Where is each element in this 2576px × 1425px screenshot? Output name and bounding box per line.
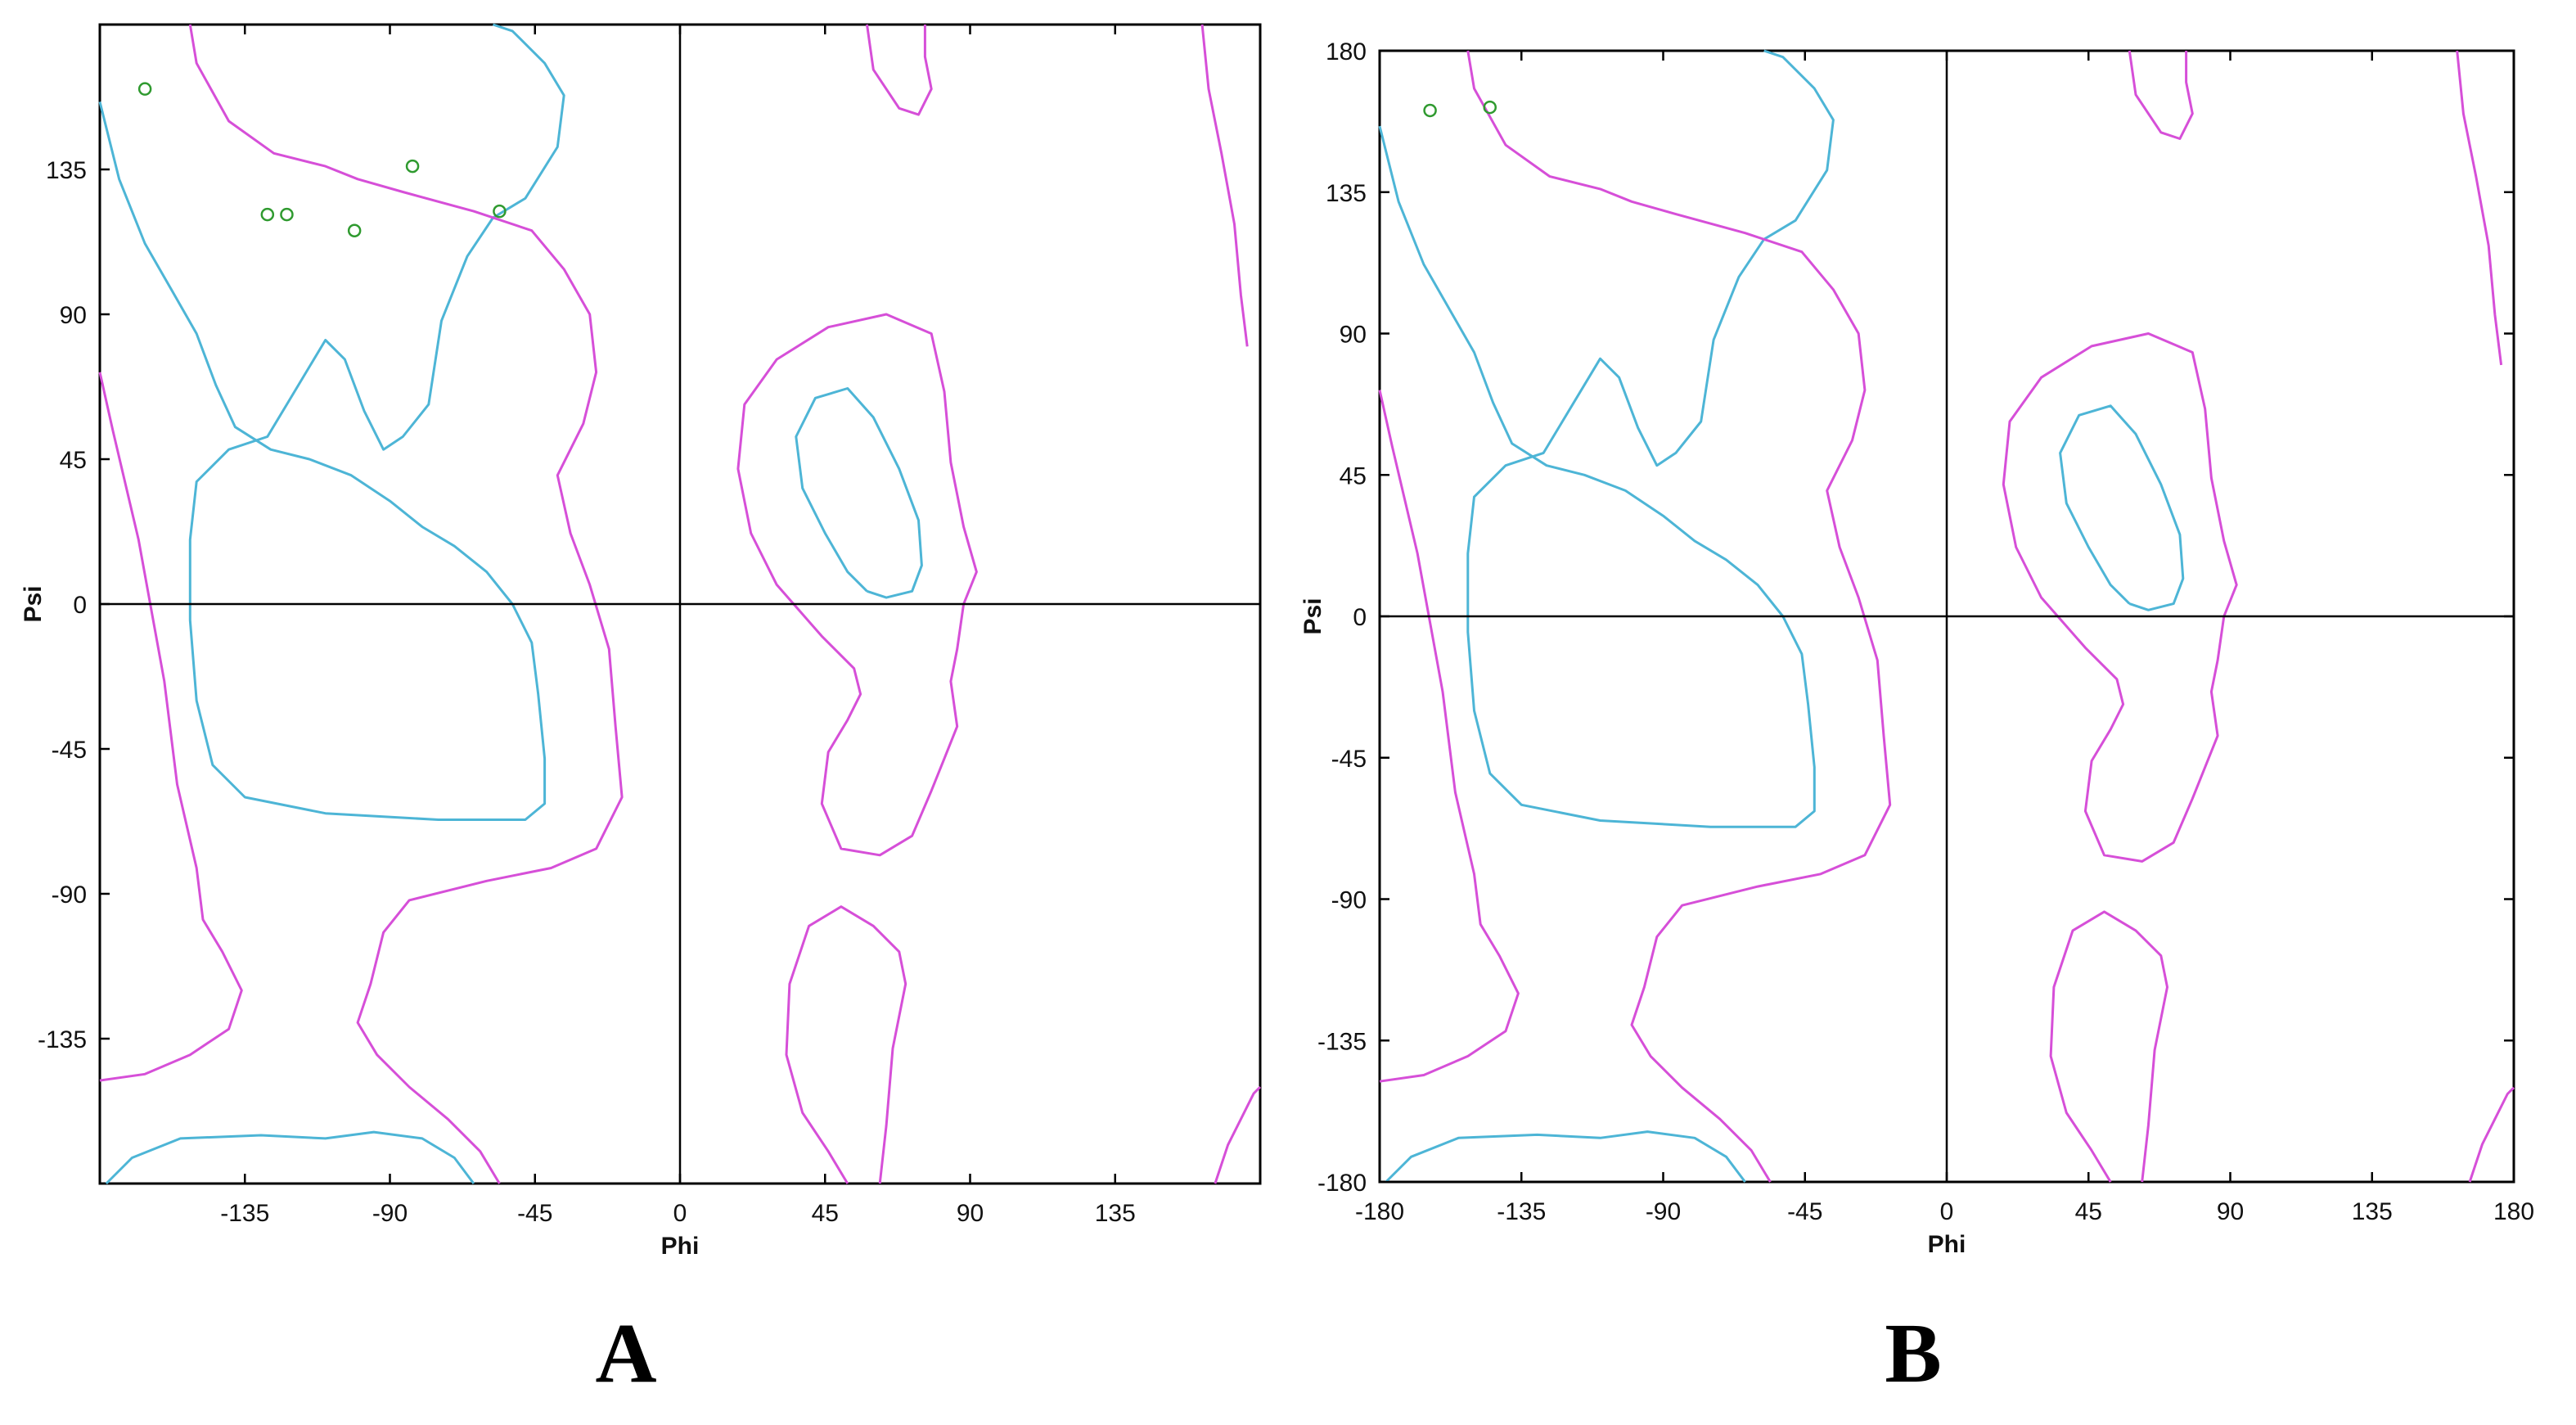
residue-point-a-2 bbox=[280, 207, 294, 222]
zero-axes-a bbox=[100, 25, 1260, 1184]
allowed-region-contour-b-4 bbox=[2128, 50, 2194, 140]
zero-axes-b bbox=[1380, 51, 2514, 1182]
core-region-contour-b-0 bbox=[1378, 49, 1835, 828]
x-tick-label-a-1: -90 bbox=[372, 1200, 408, 1227]
residue-point-a-3 bbox=[347, 223, 362, 237]
y-tick-label-b-2: 90 bbox=[1340, 322, 1367, 349]
allowed-region-contour-b-2 bbox=[2002, 332, 2238, 863]
allowed-region-contour-b-5 bbox=[2456, 50, 2503, 366]
y-tick-label-b-0: 180 bbox=[1326, 38, 1367, 65]
y-tick-label-a-2: 45 bbox=[60, 447, 87, 474]
y-axis-label-b: Psi bbox=[1299, 598, 1326, 634]
y-axis-label-a: Psi bbox=[20, 585, 47, 622]
allowed-region-contour-b-1 bbox=[1378, 390, 1520, 1083]
x-tick-label-b-8: 180 bbox=[2493, 1198, 2534, 1225]
residue-points-b bbox=[1423, 100, 1497, 118]
y-tick-label-a-1: 90 bbox=[60, 302, 87, 329]
allowed-region-contour-a-0 bbox=[188, 24, 624, 1184]
allowed-region-contour-b-6 bbox=[2468, 1086, 2515, 1183]
allowed-region-contour-a-6 bbox=[1214, 1085, 1262, 1184]
residue-point-a-1 bbox=[260, 207, 275, 222]
allowed-region-contour-b-0 bbox=[1466, 50, 1892, 1183]
panel-letter-a: A bbox=[595, 1306, 656, 1400]
ticks-a: -135 -90 -45 0 45 90 135 135 90 45 0 -45 -90 -135 bbox=[38, 25, 1136, 1227]
core-region-contour-b-1 bbox=[2059, 404, 2185, 611]
allowed-region-contour-a-2 bbox=[736, 313, 978, 857]
panel-letter-b: B bbox=[1885, 1306, 1941, 1400]
x-tick-label-a-2: -45 bbox=[517, 1200, 552, 1227]
x-axis-label-a: Phi bbox=[661, 1233, 700, 1260]
residue-points-a bbox=[137, 82, 507, 237]
x-tick-label-a-5: 90 bbox=[957, 1200, 984, 1227]
region-contours-b bbox=[1378, 49, 2515, 1184]
y-tick-label-a-6: -135 bbox=[38, 1026, 87, 1053]
y-tick-label-b-6: -90 bbox=[1331, 887, 1367, 914]
y-tick-label-a-3: 0 bbox=[73, 592, 87, 619]
y-tick-label-b-1: 135 bbox=[1326, 180, 1367, 207]
residue-point-a-5 bbox=[493, 204, 507, 219]
plot-panel-a: -135 -90 -45 0 45 90 135 135 90 45 0 -45 -90 -135 Phi… bbox=[20, 23, 1262, 1260]
y-tick-label-a-0: 135 bbox=[46, 157, 87, 184]
residue-point-a-0 bbox=[137, 82, 152, 96]
x-tick-label-a-6: 135 bbox=[1095, 1200, 1136, 1227]
core-region-contour-a-0 bbox=[98, 23, 565, 821]
y-tick-label-b-8: -180 bbox=[1317, 1170, 1367, 1197]
residue-point-b-1 bbox=[1483, 100, 1497, 115]
x-tick-label-b-2: -90 bbox=[1646, 1198, 1681, 1225]
core-region-contour-a-2 bbox=[105, 1130, 475, 1185]
x-tick-label-b-5: 45 bbox=[2075, 1198, 2102, 1225]
core-region-contour-a-1 bbox=[795, 387, 923, 599]
x-tick-label-a-4: 45 bbox=[812, 1200, 839, 1227]
x-tick-label-b-4: 0 bbox=[1940, 1198, 1954, 1225]
core-region-contour-b-2 bbox=[1385, 1130, 1746, 1184]
allowed-region-contour-a-3 bbox=[785, 905, 907, 1184]
y-tick-label-a-4: -45 bbox=[52, 737, 87, 764]
y-tick-label-b-4: 0 bbox=[1353, 604, 1367, 631]
x-tick-label-a-3: 0 bbox=[673, 1200, 687, 1227]
plot-panel-b: -180 -135 -90 -45 0 45 90 135 180 180 135 90 45 0 -45 -… bbox=[1299, 38, 2534, 1258]
y-tick-label-a-5: -90 bbox=[52, 882, 87, 909]
x-tick-label-a-0: -135 bbox=[220, 1200, 269, 1227]
x-tick-label-b-3: -45 bbox=[1787, 1198, 1822, 1225]
residue-point-a-4 bbox=[405, 159, 420, 174]
x-tick-label-b-7: 135 bbox=[2352, 1198, 2393, 1225]
y-tick-label-b-3: 45 bbox=[1340, 462, 1367, 489]
x-tick-label-b-0: -180 bbox=[1355, 1198, 1404, 1225]
allowed-region-contour-a-1 bbox=[98, 372, 243, 1082]
region-contours-a bbox=[98, 23, 1262, 1185]
x-tick-label-b-1: -135 bbox=[1497, 1198, 1546, 1225]
y-tick-label-b-7: -135 bbox=[1317, 1028, 1367, 1055]
ticks-b: -180 -135 -90 -45 0 45 90 135 180 180 135 90 45 0 -45 -… bbox=[1317, 38, 2534, 1225]
x-axis-label-b: Phi bbox=[1928, 1231, 1966, 1258]
allowed-region-contour-b-3 bbox=[2049, 910, 2168, 1183]
x-tick-label-b-6: 90 bbox=[2217, 1198, 2244, 1225]
allowed-region-contour-a-5 bbox=[1200, 24, 1249, 347]
residue-point-b-0 bbox=[1423, 103, 1437, 118]
y-tick-label-b-5: -45 bbox=[1331, 746, 1367, 773]
allowed-region-contour-a-4 bbox=[866, 24, 933, 116]
